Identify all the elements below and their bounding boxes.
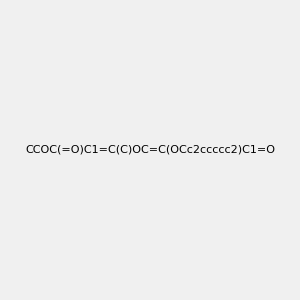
Text: CCOC(=O)C1=C(C)OC=C(OCc2ccccc2)C1=O: CCOC(=O)C1=C(C)OC=C(OCc2ccccc2)C1=O [25, 145, 275, 155]
